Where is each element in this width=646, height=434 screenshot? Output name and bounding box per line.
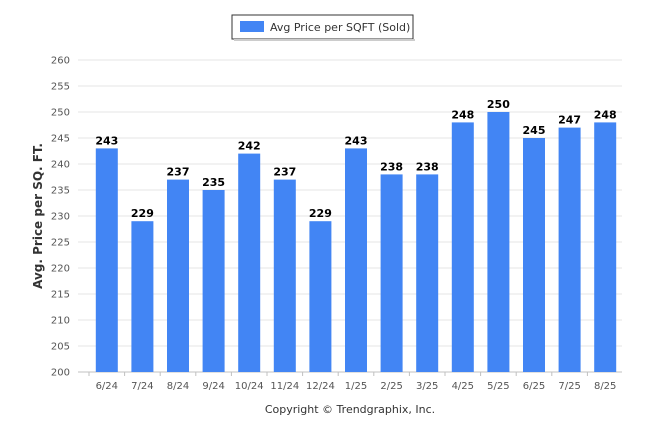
- legend-shadow: [234, 39, 415, 41]
- x-tick-label: 10/24: [235, 381, 264, 392]
- data-label: 243: [95, 134, 118, 147]
- y-tick-label: 225: [51, 238, 70, 249]
- x-tick-label: 8/24: [167, 381, 189, 392]
- x-tick-label: 9/24: [202, 381, 224, 392]
- data-label: 238: [380, 160, 403, 173]
- bar: [451, 122, 474, 373]
- x-tick-label: 2/25: [380, 381, 402, 392]
- bar: [202, 190, 225, 372]
- bar: [558, 127, 581, 372]
- legend-label: Avg Price per SQFT (Sold): [270, 21, 410, 34]
- bar: [380, 174, 403, 372]
- x-tick-label: 7/24: [131, 381, 153, 392]
- legend-swatch: [240, 21, 264, 32]
- y-tick-label: 210: [51, 316, 70, 327]
- bar: [487, 112, 510, 372]
- data-label: 243: [345, 134, 368, 147]
- x-tick-label: 6/24: [96, 381, 118, 392]
- bar: [345, 148, 367, 372]
- y-tick-label: 235: [51, 186, 70, 197]
- x-tick-label: 11/24: [270, 381, 299, 392]
- data-label: 238: [416, 160, 439, 173]
- bar: [309, 221, 332, 372]
- x-tick-label: 12/24: [306, 381, 335, 392]
- y-tick-label: 205: [51, 342, 70, 353]
- bars: [95, 112, 617, 373]
- x-tick-label: 7/25: [558, 381, 580, 392]
- y-tick-label: 250: [51, 108, 70, 119]
- copyright-footer: Copyright © Trendgraphix, Inc.: [265, 403, 435, 416]
- data-label: 248: [451, 108, 474, 121]
- y-tick-label: 260: [51, 56, 70, 67]
- data-label: 229: [309, 207, 332, 220]
- bar: [273, 179, 296, 372]
- bar: [95, 148, 118, 372]
- y-tick-label: 240: [51, 160, 70, 171]
- x-tick-label: 3/25: [416, 381, 438, 392]
- y-tick-label: 215: [51, 290, 70, 301]
- data-labels: 243 229 237 235 242 237 229 243 238 238 248 250 245 2…: [95, 98, 616, 220]
- x-tick-label: 4/25: [452, 381, 474, 392]
- y-axis-label: Avg. Price per SQ. FT.: [31, 143, 45, 289]
- bar: [167, 179, 189, 372]
- data-label: 250: [487, 98, 510, 111]
- data-label: 248: [594, 108, 617, 121]
- bar: [416, 174, 439, 372]
- bar: [523, 138, 545, 372]
- data-label: 235: [202, 176, 225, 189]
- data-label: 237: [273, 166, 296, 179]
- y-tick-labels: 200 205 210 215 220 225 230 235 240 245 250 255 260: [51, 56, 70, 379]
- y-tick-label: 255: [51, 82, 70, 93]
- x-tick-label: 8/25: [594, 381, 616, 392]
- y-tick-label: 220: [51, 264, 70, 275]
- x-tick-label: 5/25: [487, 381, 509, 392]
- data-label: 247: [558, 114, 581, 127]
- bar: [594, 122, 617, 373]
- y-tick-label: 200: [51, 368, 70, 379]
- bar: [238, 153, 261, 372]
- data-label: 237: [167, 166, 190, 179]
- data-label: 229: [131, 207, 154, 220]
- y-tick-label: 230: [51, 212, 70, 223]
- bar: [131, 221, 154, 372]
- data-label: 245: [523, 124, 546, 137]
- data-label: 242: [238, 140, 261, 153]
- y-tick-label: 245: [51, 134, 70, 145]
- x-tick-labels: 6/24 7/24 8/24 9/24 10/24 11/24 12/24 1/25 2/25 3…: [88, 372, 616, 392]
- x-tick-label: 6/25: [523, 381, 545, 392]
- legend: Avg Price per SQFT (Sold): [231, 14, 415, 41]
- x-tick-label: 1/25: [345, 381, 367, 392]
